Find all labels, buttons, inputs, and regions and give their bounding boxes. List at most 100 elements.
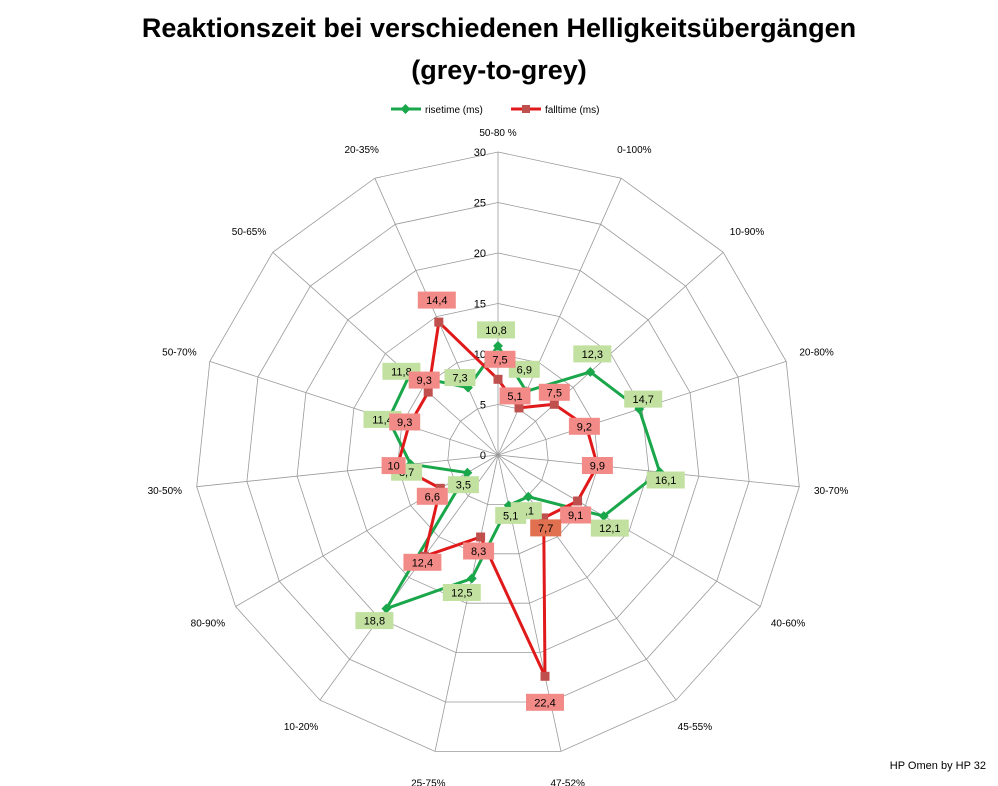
category-label: 50-65%	[232, 227, 267, 238]
falltime-data-label: 12,4	[412, 557, 433, 569]
falltime-series-line	[396, 320, 599, 678]
falltime-point	[539, 513, 549, 523]
risetime-label-bg	[590, 519, 629, 537]
falltime-label-bg	[381, 457, 406, 475]
falltime-label-bg	[403, 553, 442, 571]
falltime-label-bg	[463, 542, 495, 560]
falltime-label-bg	[389, 413, 421, 431]
chart-title-line1: Reaktionszeit bei verschiedenen Helligke…	[141, 13, 857, 43]
category-label: 30-50%	[148, 486, 183, 497]
grid-spoke	[374, 178, 499, 456]
risetime-point	[493, 340, 503, 351]
category-label: 0-100%	[617, 145, 652, 156]
category-label: 50-80 %	[479, 128, 516, 139]
risetime-point	[466, 573, 477, 584]
falltime-point	[493, 374, 503, 384]
falltime-data-label: 22,4	[534, 697, 555, 709]
grid-spoke	[272, 252, 499, 456]
falltime-data-label: 7,5	[492, 354, 507, 366]
legend-fall-marker	[522, 105, 530, 113]
category-label: 80-90%	[191, 619, 226, 630]
grid-ring	[346, 303, 650, 604]
risetime-data-label: 6,9	[517, 364, 532, 376]
legend-fall-label: falltime (ms)	[545, 105, 599, 116]
falltime-data-label: 7,7	[538, 523, 553, 535]
risetime-data-label: 14,7	[632, 394, 653, 406]
falltime-point	[573, 496, 583, 506]
risetime-series-line	[384, 344, 662, 611]
grid-spoke	[497, 454, 800, 488]
risetime-data-label: 18,8	[364, 616, 385, 628]
category-label: 20-35%	[344, 145, 379, 156]
risetime-label-bg	[573, 345, 612, 363]
falltime-label-bg	[530, 519, 562, 537]
risetime-data-label: 16,1	[655, 475, 676, 487]
data-labels: 10,8 6,9 12,3 14,7 16,1 12,1 5,1 5,1 12,5 18,8 3,5…	[355, 291, 685, 711]
category-label: 40-60%	[771, 619, 806, 630]
falltime-data-label: 14,4	[426, 295, 447, 307]
category-label: 47-52%	[550, 779, 585, 786]
grid-spoke	[497, 454, 677, 701]
tick-label: 0	[480, 450, 486, 462]
risetime-label-bg	[355, 612, 394, 630]
tick-label: 25	[474, 198, 486, 210]
tick-label: 20	[474, 248, 486, 260]
grid-spoke	[434, 454, 499, 752]
category-label: 25-75%	[411, 779, 446, 786]
risetime-point	[523, 491, 534, 502]
category-label: 30-70%	[814, 486, 849, 497]
falltime-point	[434, 317, 444, 327]
category-label: 10-90%	[730, 227, 765, 238]
grid-spoke	[497, 454, 761, 607]
falltime-label-bg	[568, 417, 600, 435]
tick-label: 15	[474, 299, 486, 311]
risetime-data-label: 12,3	[582, 349, 603, 361]
grid-ring	[447, 404, 549, 505]
category-label: 50-70%	[162, 348, 197, 359]
risetime-data-label: 12,5	[451, 588, 472, 600]
legend-rise-label: risetime (ms)	[425, 105, 483, 116]
falltime-data-label: 9,1	[568, 510, 583, 522]
falltime-data-label: 9,3	[397, 417, 412, 429]
risetime-data-label: 12,1	[599, 523, 620, 535]
falltime-label-bg	[560, 506, 592, 524]
risetime-data-label: 7,3	[452, 373, 467, 385]
falltime-data-label: 9,9	[590, 461, 605, 473]
grid-spoke	[497, 178, 622, 456]
falltime-data-label: 5,1	[507, 391, 522, 403]
falltime-point	[514, 403, 524, 413]
legend-rise-marker	[400, 104, 411, 114]
category-label: 10-20%	[284, 722, 319, 733]
grid-ring	[397, 353, 599, 555]
risetime-point	[598, 511, 609, 522]
grid-spoke	[319, 454, 499, 701]
risetime-label-bg	[444, 369, 476, 387]
grid-ring	[246, 202, 750, 703]
risetime-label-bg	[495, 506, 527, 524]
grid-spoke	[196, 454, 499, 488]
grid-ring	[196, 151, 800, 752]
risetime-label-bg	[477, 321, 515, 339]
risetime-data-label: 11,8	[391, 366, 412, 378]
falltime-data-label: 9,2	[577, 421, 592, 433]
risetime-point	[462, 467, 473, 478]
falltime-data-label: 6,6	[425, 491, 440, 503]
risetime-data-label: 3,5	[456, 480, 471, 492]
falltime-label-bg	[484, 350, 516, 368]
falltime-data-label: 9,3	[417, 375, 432, 387]
falltime-label-bg	[581, 457, 613, 474]
falltime-label-bg	[499, 387, 531, 405]
risetime-point	[585, 366, 596, 377]
radar-grid	[196, 151, 800, 752]
grid-ring	[296, 252, 700, 653]
risetime-label-bg	[442, 584, 481, 601]
tick-label: 30	[474, 147, 486, 159]
category-label: 20-80%	[799, 348, 834, 359]
risetime-data-label: 10,8	[485, 325, 506, 337]
risetime-label-bg	[447, 476, 479, 494]
falltime-label-bg	[538, 383, 570, 401]
risetime-label-bg	[646, 471, 685, 489]
legend: risetime (ms) falltime (ms)	[391, 104, 599, 116]
falltime-point	[540, 671, 550, 681]
